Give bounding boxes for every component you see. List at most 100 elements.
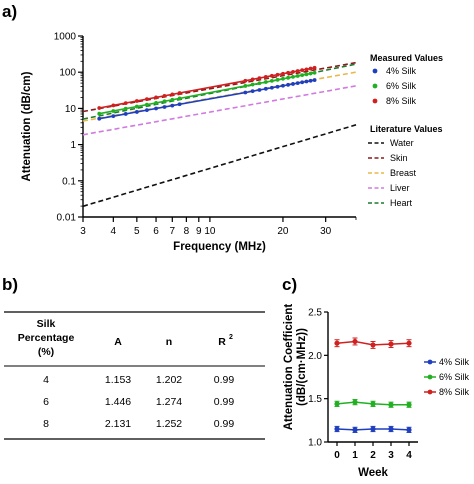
fit-parameters-table: Silk Percentage (%) A n R 2 4 1.153 1.202 0.99 6 1.4… [4, 311, 265, 440]
x-tick-label: 7 [170, 226, 176, 237]
legend-label: 4% Silk [386, 66, 417, 76]
y-tick-label: 1.0 [308, 438, 322, 449]
table-header-cell: n [166, 336, 172, 348]
y-tick-label: 10 [65, 104, 77, 115]
data-point [308, 71, 313, 76]
data-point [97, 111, 102, 116]
table-header-cell: R [218, 336, 226, 348]
y-tick-label: 2.5 [308, 308, 322, 319]
y-axis-title-line-2: (dB/(cm·MHz)) [296, 328, 308, 406]
legend-marker [372, 98, 378, 104]
data-point [144, 102, 149, 107]
data-point [154, 106, 158, 111]
data-point [243, 78, 248, 83]
legend-label: 6% Silk [439, 372, 470, 382]
x-tick-label: 5 [134, 226, 140, 237]
data-point [388, 426, 394, 432]
x-tick-label: 3 [80, 226, 86, 237]
table-cell: 1.252 [156, 418, 182, 430]
data-point [406, 427, 412, 433]
data-point [177, 96, 182, 101]
data-point [154, 101, 158, 105]
data-point [334, 340, 340, 346]
data-point [300, 73, 305, 78]
data-point [286, 75, 290, 80]
data-point [291, 82, 295, 86]
legend-marker [372, 83, 378, 89]
table-header-cell: A [114, 336, 122, 348]
x-tick-label: 10 [204, 226, 216, 237]
legend-label: 6% Silk [386, 81, 417, 91]
data-point [304, 72, 309, 77]
data-point [300, 68, 305, 73]
data-point [304, 79, 309, 84]
data-point [370, 342, 376, 348]
data-point [162, 99, 167, 104]
data-point [370, 426, 376, 432]
y-tick-label: 1 [70, 140, 76, 151]
data-point [281, 71, 285, 76]
data-point [295, 74, 300, 78]
x-tick-label: 20 [277, 226, 289, 237]
data-point [312, 78, 317, 82]
y-tick-label: 2.0 [308, 351, 322, 362]
table-header-cell: Percentage [18, 332, 75, 344]
data-point [97, 116, 102, 121]
legend-marker [372, 68, 378, 74]
y-tick-label: 1.5 [308, 394, 322, 405]
data-point [257, 88, 262, 92]
legend-label: Water [390, 138, 414, 148]
x-axis-title: Frequency (MHz) [173, 241, 266, 253]
data-point [286, 82, 290, 87]
data-point [300, 80, 305, 85]
chart-a-legend: Measured Values Literature Values 4% Sil… [368, 53, 443, 208]
table-header-cell: Silk [37, 318, 56, 330]
data-point [308, 78, 313, 83]
x-tick-label: 30 [320, 226, 332, 237]
table-cell: 0.99 [214, 396, 235, 408]
x-tick-label: 4 [406, 450, 412, 461]
x-tick-label: 1 [352, 450, 358, 461]
data-point [281, 83, 285, 88]
data-point [162, 105, 167, 109]
data-point [170, 103, 175, 108]
data-point [243, 84, 248, 88]
x-tick-label: 3 [388, 450, 394, 461]
data-point [275, 77, 280, 82]
data-point [334, 401, 340, 407]
data-point [352, 399, 358, 405]
data-point [111, 114, 116, 119]
table-cell: 1.202 [156, 374, 182, 386]
legend-label: Skin [390, 153, 408, 163]
panel-label-a: a) [2, 2, 17, 21]
y-tick-label: 0.1 [62, 176, 76, 187]
x-axis-title: Week [358, 467, 388, 479]
legend-heading-measured: Measured Values [370, 53, 443, 63]
data-point [304, 67, 309, 72]
data-point [275, 84, 280, 89]
data-point [275, 72, 280, 77]
legend-label: Liver [390, 183, 410, 193]
data-point [269, 79, 274, 83]
data-point [243, 90, 248, 95]
data-point [269, 73, 274, 78]
data-point [269, 85, 274, 90]
data-point [250, 89, 255, 94]
table-cell: 8 [43, 418, 49, 430]
literature-line-water [82, 124, 357, 208]
data-point [352, 427, 358, 433]
table-cell: 4 [43, 374, 49, 386]
legend-marker [427, 389, 433, 395]
data-point [144, 97, 149, 102]
data-point [263, 86, 268, 91]
table-cell: 1.446 [105, 396, 131, 408]
y-axis-title: Attenuation (dB/cm) [21, 71, 33, 181]
legend-marker [427, 374, 433, 380]
data-point [111, 103, 116, 108]
table-cell: 1.153 [105, 374, 131, 386]
legend-label: Breast [390, 168, 417, 178]
x-tick-label: 6 [153, 226, 159, 237]
attenuation-vs-frequency-chart: Frequency (MHz) Attenuation (dB/cm) 0.01… [21, 32, 357, 253]
data-point [334, 426, 340, 432]
